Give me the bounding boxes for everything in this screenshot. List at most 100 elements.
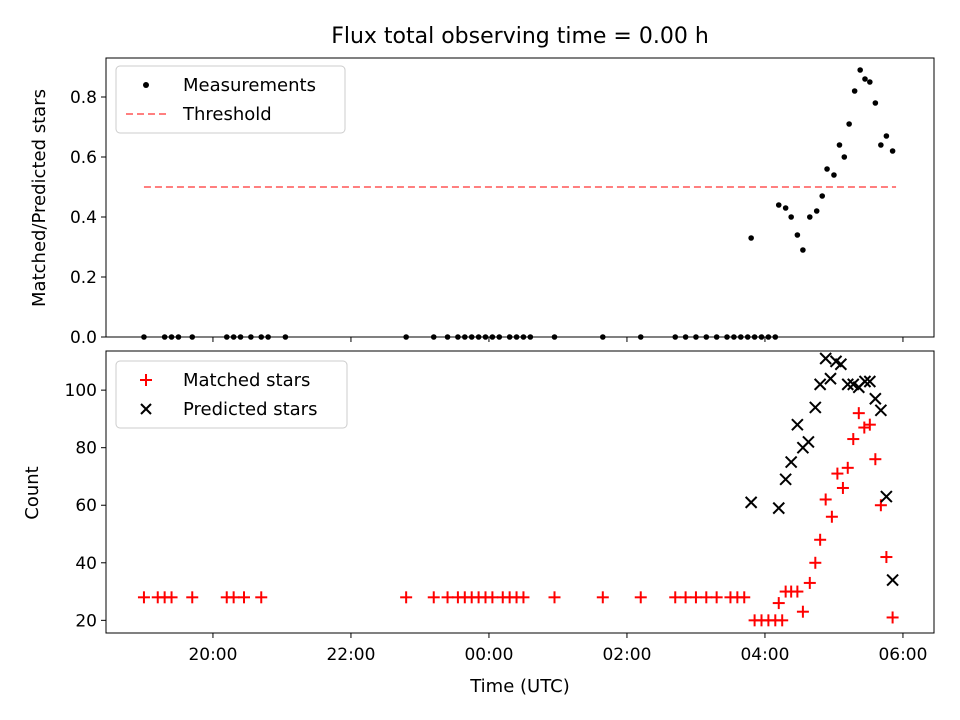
- measurement-point: [751, 334, 758, 340]
- y-tick-label: 20: [75, 611, 97, 631]
- matched-star-point: [596, 591, 609, 604]
- bottom-axes-x-ticks: 20:00 22:00 00:00 02:00 04:00 06:00: [188, 633, 927, 665]
- measurement-point: [824, 166, 830, 172]
- matched-star-point: [238, 591, 250, 604]
- matched-star-point: [819, 493, 832, 506]
- matched-star-point: [803, 576, 816, 589]
- y-tick-label: 0.0: [70, 328, 97, 348]
- matched-star-point: [776, 614, 789, 627]
- x-tick-label: 02:00: [602, 645, 651, 665]
- matched-star-point: [836, 481, 849, 494]
- measurement-point: [782, 205, 789, 211]
- measurement-point: [223, 334, 230, 340]
- measurement-point: [482, 334, 489, 340]
- matched-star-point: [863, 418, 876, 431]
- measurement-point: [527, 334, 534, 340]
- y-tick-label: 0.8: [70, 88, 97, 108]
- matched-star-point: [858, 421, 871, 434]
- measurement-point: [800, 247, 806, 253]
- matched-star-point: [441, 591, 454, 604]
- predicted-star-point: [834, 358, 848, 371]
- measurement-point: [496, 334, 503, 340]
- measurement-point: [265, 334, 271, 340]
- figure-title: Flux total observing time = 0.00 h: [331, 24, 709, 49]
- measurement-point: [758, 334, 765, 340]
- y-tick-label: 0.4: [70, 208, 97, 228]
- measurement-point: [744, 334, 751, 340]
- measurement-point: [846, 121, 852, 127]
- top-legend: Measurements Threshold: [115, 65, 346, 134]
- y-tick-label: 60: [75, 496, 97, 516]
- measurement-point: [672, 334, 679, 340]
- measurement-point: [788, 214, 794, 220]
- x-tick-label: 20:00: [188, 645, 237, 665]
- top-axes-frame: [105, 57, 935, 338]
- matched-star-point: [679, 591, 692, 604]
- measurement-point: [282, 334, 289, 340]
- predicted-star-point: [802, 435, 815, 449]
- y-tick-label: 40: [75, 554, 97, 574]
- predicted-star-point: [886, 573, 899, 587]
- measurement-point: [168, 334, 175, 340]
- matched-star-point: [710, 591, 723, 604]
- measurement-point: [765, 334, 772, 340]
- legend-predicted-label: Predicted stars: [183, 399, 317, 420]
- bottom-legend-frame: [115, 360, 348, 429]
- top-legend-frame: [115, 65, 346, 134]
- measurement-point: [748, 235, 754, 241]
- measurement-point: [807, 214, 813, 220]
- matched-star-point: [137, 591, 150, 604]
- legend-predicted-marker: [140, 403, 152, 415]
- matched-star-point: [825, 510, 838, 523]
- predicted-star-point: [874, 404, 888, 417]
- matched-star-point: [689, 591, 702, 604]
- measurement-point: [506, 334, 513, 340]
- matched-star-point: [852, 407, 865, 420]
- bottom-axes: 20 40 60 80 100 20:00 22:00 00:00 02:00 04:00 06:…: [22, 350, 935, 697]
- matched-star-point: [548, 591, 561, 604]
- matched-star-point: [880, 551, 893, 564]
- measurement-point: [738, 334, 744, 340]
- x-tick-label: 04:00: [740, 645, 789, 665]
- matched-star-point: [791, 585, 804, 598]
- measurement-point: [430, 334, 437, 340]
- predicted-star-point: [772, 501, 785, 515]
- measurement-point: [772, 334, 779, 340]
- measurement-point: [551, 334, 558, 340]
- measurement-point: [731, 334, 737, 340]
- matched-star-point: [869, 453, 882, 466]
- measurement-point: [819, 193, 826, 199]
- matched-star-point: [814, 533, 827, 546]
- measurement-point: [444, 334, 451, 340]
- matched-star-point: [227, 591, 240, 604]
- matched-star-point: [847, 433, 860, 446]
- matched-star-point: [809, 556, 822, 569]
- predicted-star-point: [824, 372, 837, 385]
- y-tick-label: 80: [75, 439, 97, 459]
- matched-star-point: [486, 591, 499, 604]
- measurement-point: [831, 172, 837, 178]
- legend-matched-label: Matched stars: [183, 370, 310, 391]
- measurement-point: [693, 334, 699, 340]
- bottom-axes-x-label: Time (UTC): [469, 676, 570, 697]
- x-tick-label: 00:00: [464, 645, 513, 665]
- measurement-point: [878, 142, 884, 148]
- matched-star-point: [831, 467, 844, 480]
- bottom-axes-frame: [105, 350, 935, 634]
- measurement-point: [775, 202, 782, 208]
- top-axes: 0.00.20.40.60.8 Matched/Predicted stars …: [29, 57, 935, 348]
- measurement-point: [872, 100, 879, 106]
- measurement-point: [462, 334, 468, 340]
- matched-star-point: [517, 591, 530, 604]
- matched-star-point: [738, 591, 751, 604]
- measurement-point: [520, 334, 527, 340]
- measurement-point: [682, 334, 689, 340]
- measurement-point: [175, 334, 182, 340]
- x-tick-label: 06:00: [878, 645, 927, 665]
- top-axes-x-ticks: [212, 337, 904, 342]
- matched-star-point: [255, 591, 268, 604]
- measurement-point: [862, 76, 868, 82]
- measurement-point: [851, 88, 858, 94]
- bottom-axes-y-label: Count: [22, 466, 43, 519]
- predicted-star-point: [819, 352, 832, 365]
